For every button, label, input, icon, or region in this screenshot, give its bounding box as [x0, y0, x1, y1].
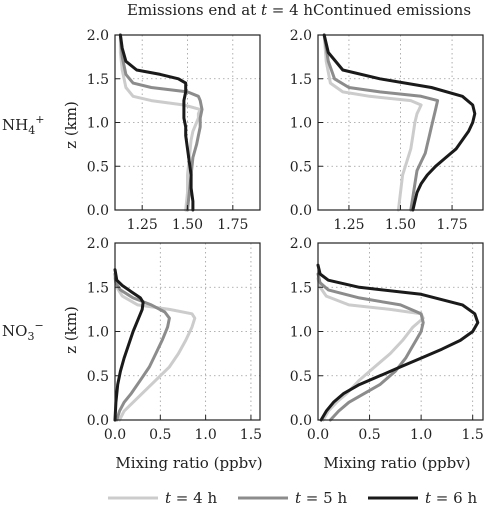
row-label-no3: NO3−	[2, 319, 44, 343]
y-tick-label: 1.5	[290, 280, 312, 296]
y-tick-label: 0.0	[290, 203, 312, 219]
y-tick-label: 1.0	[87, 116, 109, 132]
x-tick-label: 1.5	[240, 427, 262, 443]
y-tick-label: 0.0	[87, 413, 109, 429]
y-tick-label: 0.5	[290, 369, 312, 385]
legend-val-t5: 5 h	[323, 489, 347, 507]
series-line-t6	[316, 263, 480, 422]
y-tick-label: 0.5	[87, 369, 109, 385]
series-line-t4	[322, 33, 423, 212]
legend-eq-t4: =	[171, 489, 193, 507]
x-tick-label: 0.5	[358, 427, 380, 443]
series-line-t6	[118, 33, 195, 212]
series-line-t6	[322, 33, 477, 212]
x-tick-label: 1.50	[172, 217, 203, 233]
y-tick-label: 0.5	[87, 159, 109, 175]
ylabel-bottom: z (km)	[62, 306, 80, 354]
x-tick-label: 1.5	[462, 427, 484, 443]
x-tick-label: 1.50	[385, 217, 416, 233]
legend-val-t6: 6 h	[453, 489, 477, 507]
legend-label-t4: t = 4 h	[165, 489, 217, 507]
legend-label-t6: t = 6 h	[425, 489, 477, 507]
y-tick-label: 1.5	[87, 280, 109, 296]
y-tick-label: 1.5	[290, 72, 312, 88]
y-tick-label: 1.0	[290, 116, 312, 132]
legend: t = 4 h t = 5 h t = 6 h	[108, 489, 477, 507]
x-tick-label: 1.25	[127, 217, 158, 233]
x-tick-label: 1.0	[410, 427, 432, 443]
x-tick-label: 1.75	[436, 217, 467, 233]
y-tick-label: 0.0	[87, 203, 109, 219]
legend-var-t5: t	[295, 489, 302, 507]
xlabel-right: Mixing ratio (ppbv)	[323, 454, 470, 472]
series-line-t5	[113, 272, 171, 422]
y-tick-label: 0.5	[290, 159, 312, 175]
x-tick-label: 0.5	[149, 427, 171, 443]
x-tick-label: 0.0	[307, 427, 329, 443]
legend-eq-t6: =	[431, 489, 453, 507]
series-line-t5	[118, 33, 204, 212]
y-tick-label: 1.5	[87, 72, 109, 88]
panel-no3-ended: 0.0 0.5 1.0 1.5 0.0 0.5 1.0 1.5 2.0	[87, 236, 262, 443]
y-tick-label: 2.0	[87, 236, 109, 252]
legend-label-t5: t = 5 h	[295, 489, 347, 507]
series-line-t6	[113, 268, 145, 422]
x-tick-label: 0.0	[104, 427, 126, 443]
legend-var-t6: t	[425, 489, 432, 507]
legend-eq-t5: =	[301, 489, 323, 507]
panel-no3-continued: 0.0 0.5 1.0 1.5 0.0 0.5 1.0 1.5 2.0	[290, 236, 484, 443]
series-line-t5	[316, 272, 425, 422]
y-tick-label: 2.0	[87, 28, 109, 44]
column-title-right: Continued emissions	[313, 1, 471, 19]
x-tick-label: 1.75	[217, 217, 248, 233]
series-line-t5	[322, 33, 440, 212]
series-line-t4	[113, 276, 197, 422]
x-tick-label: 1.0	[194, 427, 216, 443]
panel-nh4-continued: 1.25 1.50 1.75 0.0 0.5 1.0 1.5 2.0	[290, 28, 484, 233]
y-tick-label: 2.0	[290, 28, 312, 44]
y-tick-label: 2.0	[290, 236, 312, 252]
column-title-left: Emissions end at t = 4 h	[127, 1, 313, 19]
legend-val-t4: 4 h	[193, 489, 217, 507]
y-tick-label: 1.0	[87, 325, 109, 341]
legend-var-t4: t	[165, 489, 172, 507]
x-tick-label: 1.25	[333, 217, 364, 233]
series-line-t4	[316, 276, 425, 422]
y-tick-label: 1.0	[290, 325, 312, 341]
ylabel-top: z (km)	[62, 101, 80, 149]
xlabel-left: Mixing ratio (ppbv)	[115, 454, 262, 472]
panel-nh4-ended: 1.25 1.50 1.75 0.0 0.5 1.0 1.5 2.0	[87, 28, 261, 233]
y-tick-label: 0.0	[290, 413, 312, 429]
row-label-nh4: NH4+	[2, 113, 44, 137]
